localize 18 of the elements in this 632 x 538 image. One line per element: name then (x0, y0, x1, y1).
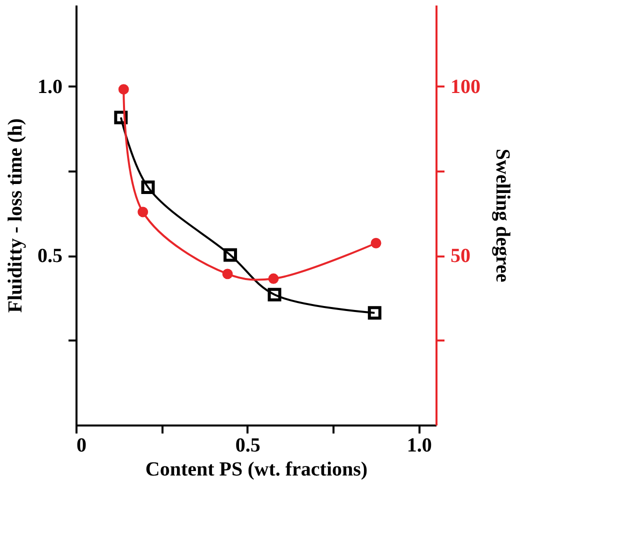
point (224, 248, 238, 262)
point (268, 288, 282, 302)
point (141, 180, 155, 194)
point (118, 84, 129, 95)
point (368, 306, 382, 320)
x-tick-label: 0 (76, 434, 86, 456)
point (138, 206, 148, 218)
point (114, 110, 128, 124)
y2-tick-label: 50 (450, 245, 470, 268)
point (268, 273, 279, 284)
x-tick-label: 0.5 (235, 434, 260, 456)
y2-tick-label: 100 (450, 76, 480, 98)
y-axis-title: Fluiditty - loss time (h) (4, 118, 26, 313)
point (222, 268, 233, 280)
x-tick-label: 1.0 (406, 434, 432, 456)
point (370, 238, 382, 248)
y2-axis-title: Swelling degree (492, 148, 514, 282)
x-axis-title: Content PS (wt. fractions) (145, 458, 368, 480)
